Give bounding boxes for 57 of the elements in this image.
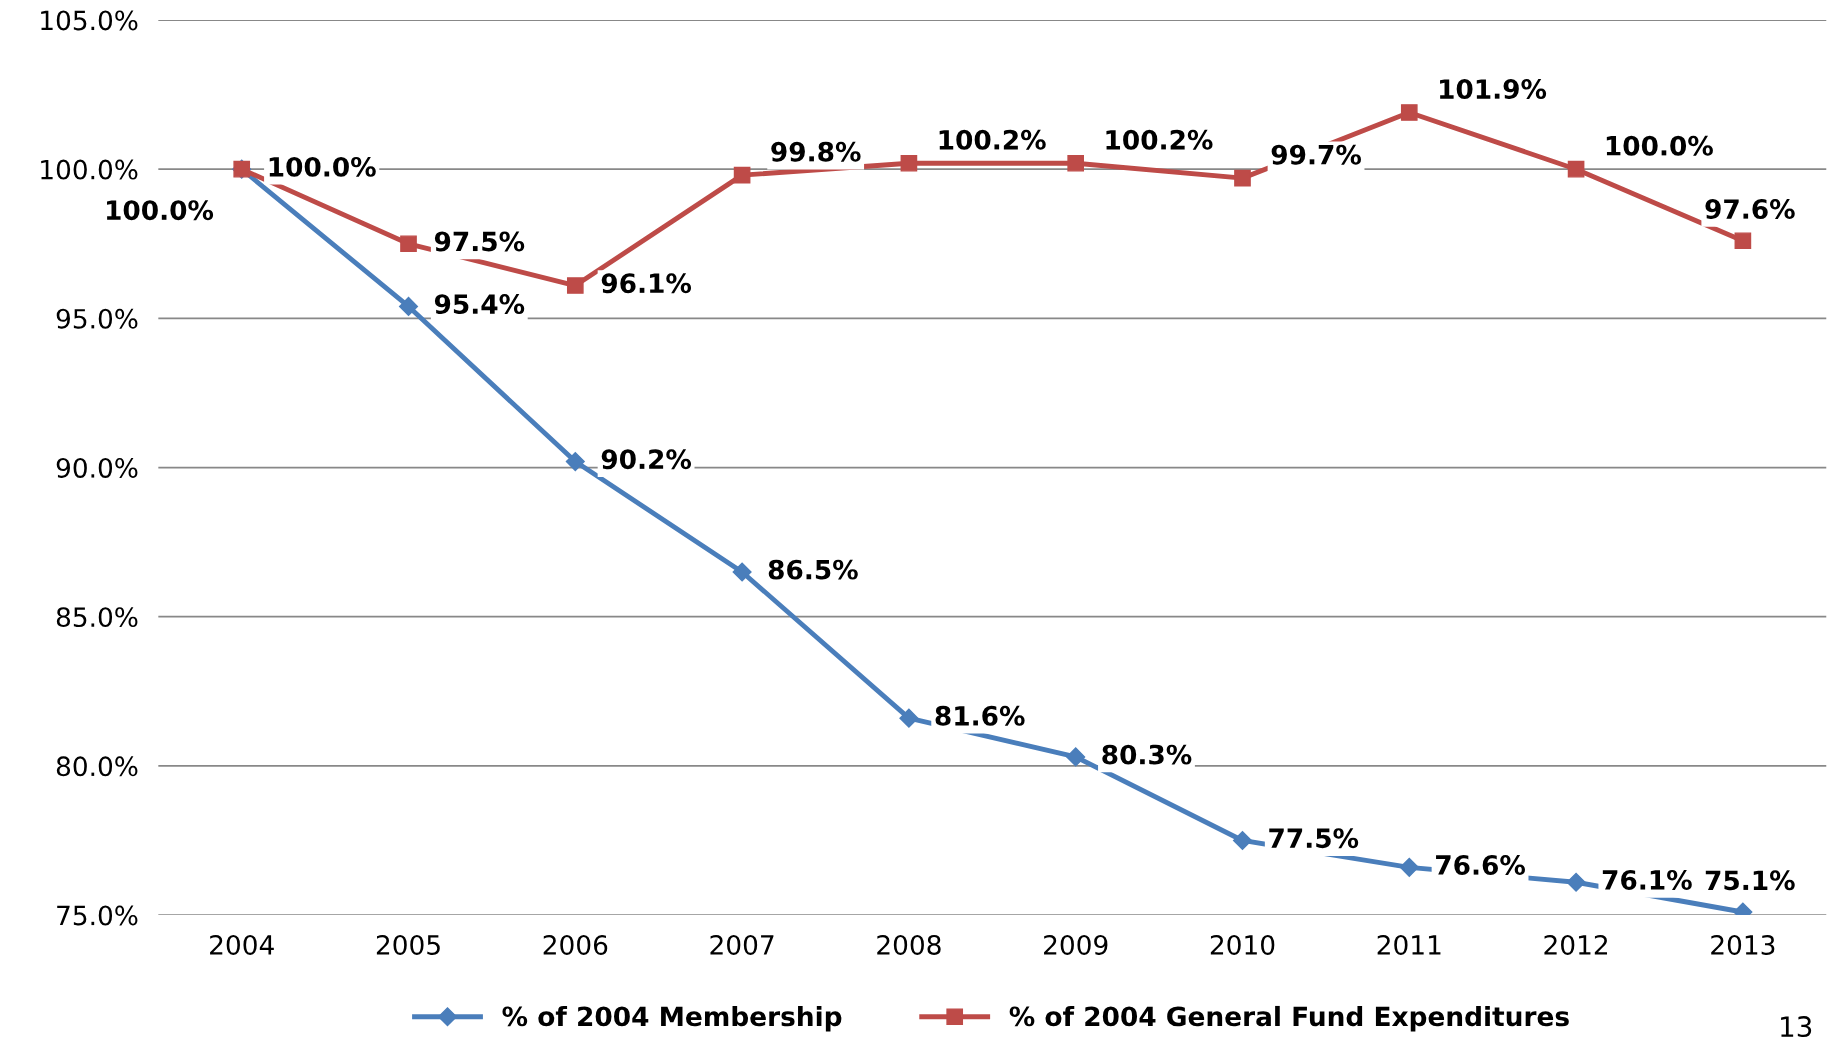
x-tick-label: 2012 xyxy=(1544,934,1608,955)
legend-label: % of 2004 General Fund Expenditures xyxy=(1009,1005,1569,1032)
data-label: 100.2% xyxy=(1106,129,1213,150)
data-label: 96.1% xyxy=(601,273,692,294)
data-label: 100.0% xyxy=(1606,135,1713,156)
x-tick-label: 2013 xyxy=(1711,934,1775,955)
point xyxy=(398,296,419,316)
y-tick-label: 75.0% xyxy=(57,905,138,926)
data-label: 76.1% xyxy=(1602,869,1692,890)
x-tick-label: 2010 xyxy=(1210,934,1275,955)
data-label: 90.2% xyxy=(601,449,692,470)
x-tick-label: 2011 xyxy=(1377,934,1441,955)
point xyxy=(565,452,585,472)
point xyxy=(1567,160,1585,178)
point xyxy=(733,166,751,184)
data-label: 97.6% xyxy=(1705,199,1795,220)
y-tick-label: 80.0% xyxy=(56,756,138,777)
data-label: 76.6% xyxy=(1436,855,1525,875)
point xyxy=(1734,232,1752,250)
data-label: 80.3% xyxy=(1102,744,1192,765)
point xyxy=(1566,872,1586,892)
data-label: 81.6% xyxy=(935,705,1025,726)
data-label: 97.5% xyxy=(434,231,525,252)
data-label: 99.8% xyxy=(771,141,861,162)
point xyxy=(899,708,919,728)
point xyxy=(1399,857,1419,877)
point xyxy=(1067,154,1085,172)
data-label: 75.1% xyxy=(1705,870,1795,891)
y-tick-label: 90.0% xyxy=(56,457,138,478)
y-tick-label: 105.0% xyxy=(41,10,138,31)
x-tick-label: 2004 xyxy=(210,934,274,955)
y-tick-label: 95.0% xyxy=(56,308,138,329)
data-label: 100.0% xyxy=(107,200,214,221)
point xyxy=(1066,747,1086,767)
point xyxy=(1234,169,1251,187)
data-label: 100.2% xyxy=(939,129,1046,150)
x-tick-label: 2005 xyxy=(376,934,440,955)
text: 13 xyxy=(1781,1016,1812,1038)
x-tick-label: 2009 xyxy=(1044,934,1108,955)
point xyxy=(566,277,584,294)
data-label: 77.5% xyxy=(1269,828,1359,849)
y-tick-label: 100.0% xyxy=(41,159,138,180)
x-tick-label: 2008 xyxy=(877,934,941,955)
data-label: 99.7% xyxy=(1271,144,1361,165)
data-label: 86.5% xyxy=(768,559,858,580)
point xyxy=(732,562,752,582)
point xyxy=(1400,104,1418,121)
point xyxy=(900,154,918,172)
x-tick-label: 2006 xyxy=(543,934,608,955)
y-tick-label: 85.0% xyxy=(56,607,138,628)
data-label: 100.0% xyxy=(269,156,376,177)
data-label: 95.4% xyxy=(434,294,525,315)
point xyxy=(400,235,417,253)
data-label: 101.9% xyxy=(1440,79,1547,100)
point xyxy=(1232,830,1253,851)
x-tick-label: 2007 xyxy=(710,934,774,955)
legend-label: % of 2004 Membership xyxy=(502,1005,842,1032)
